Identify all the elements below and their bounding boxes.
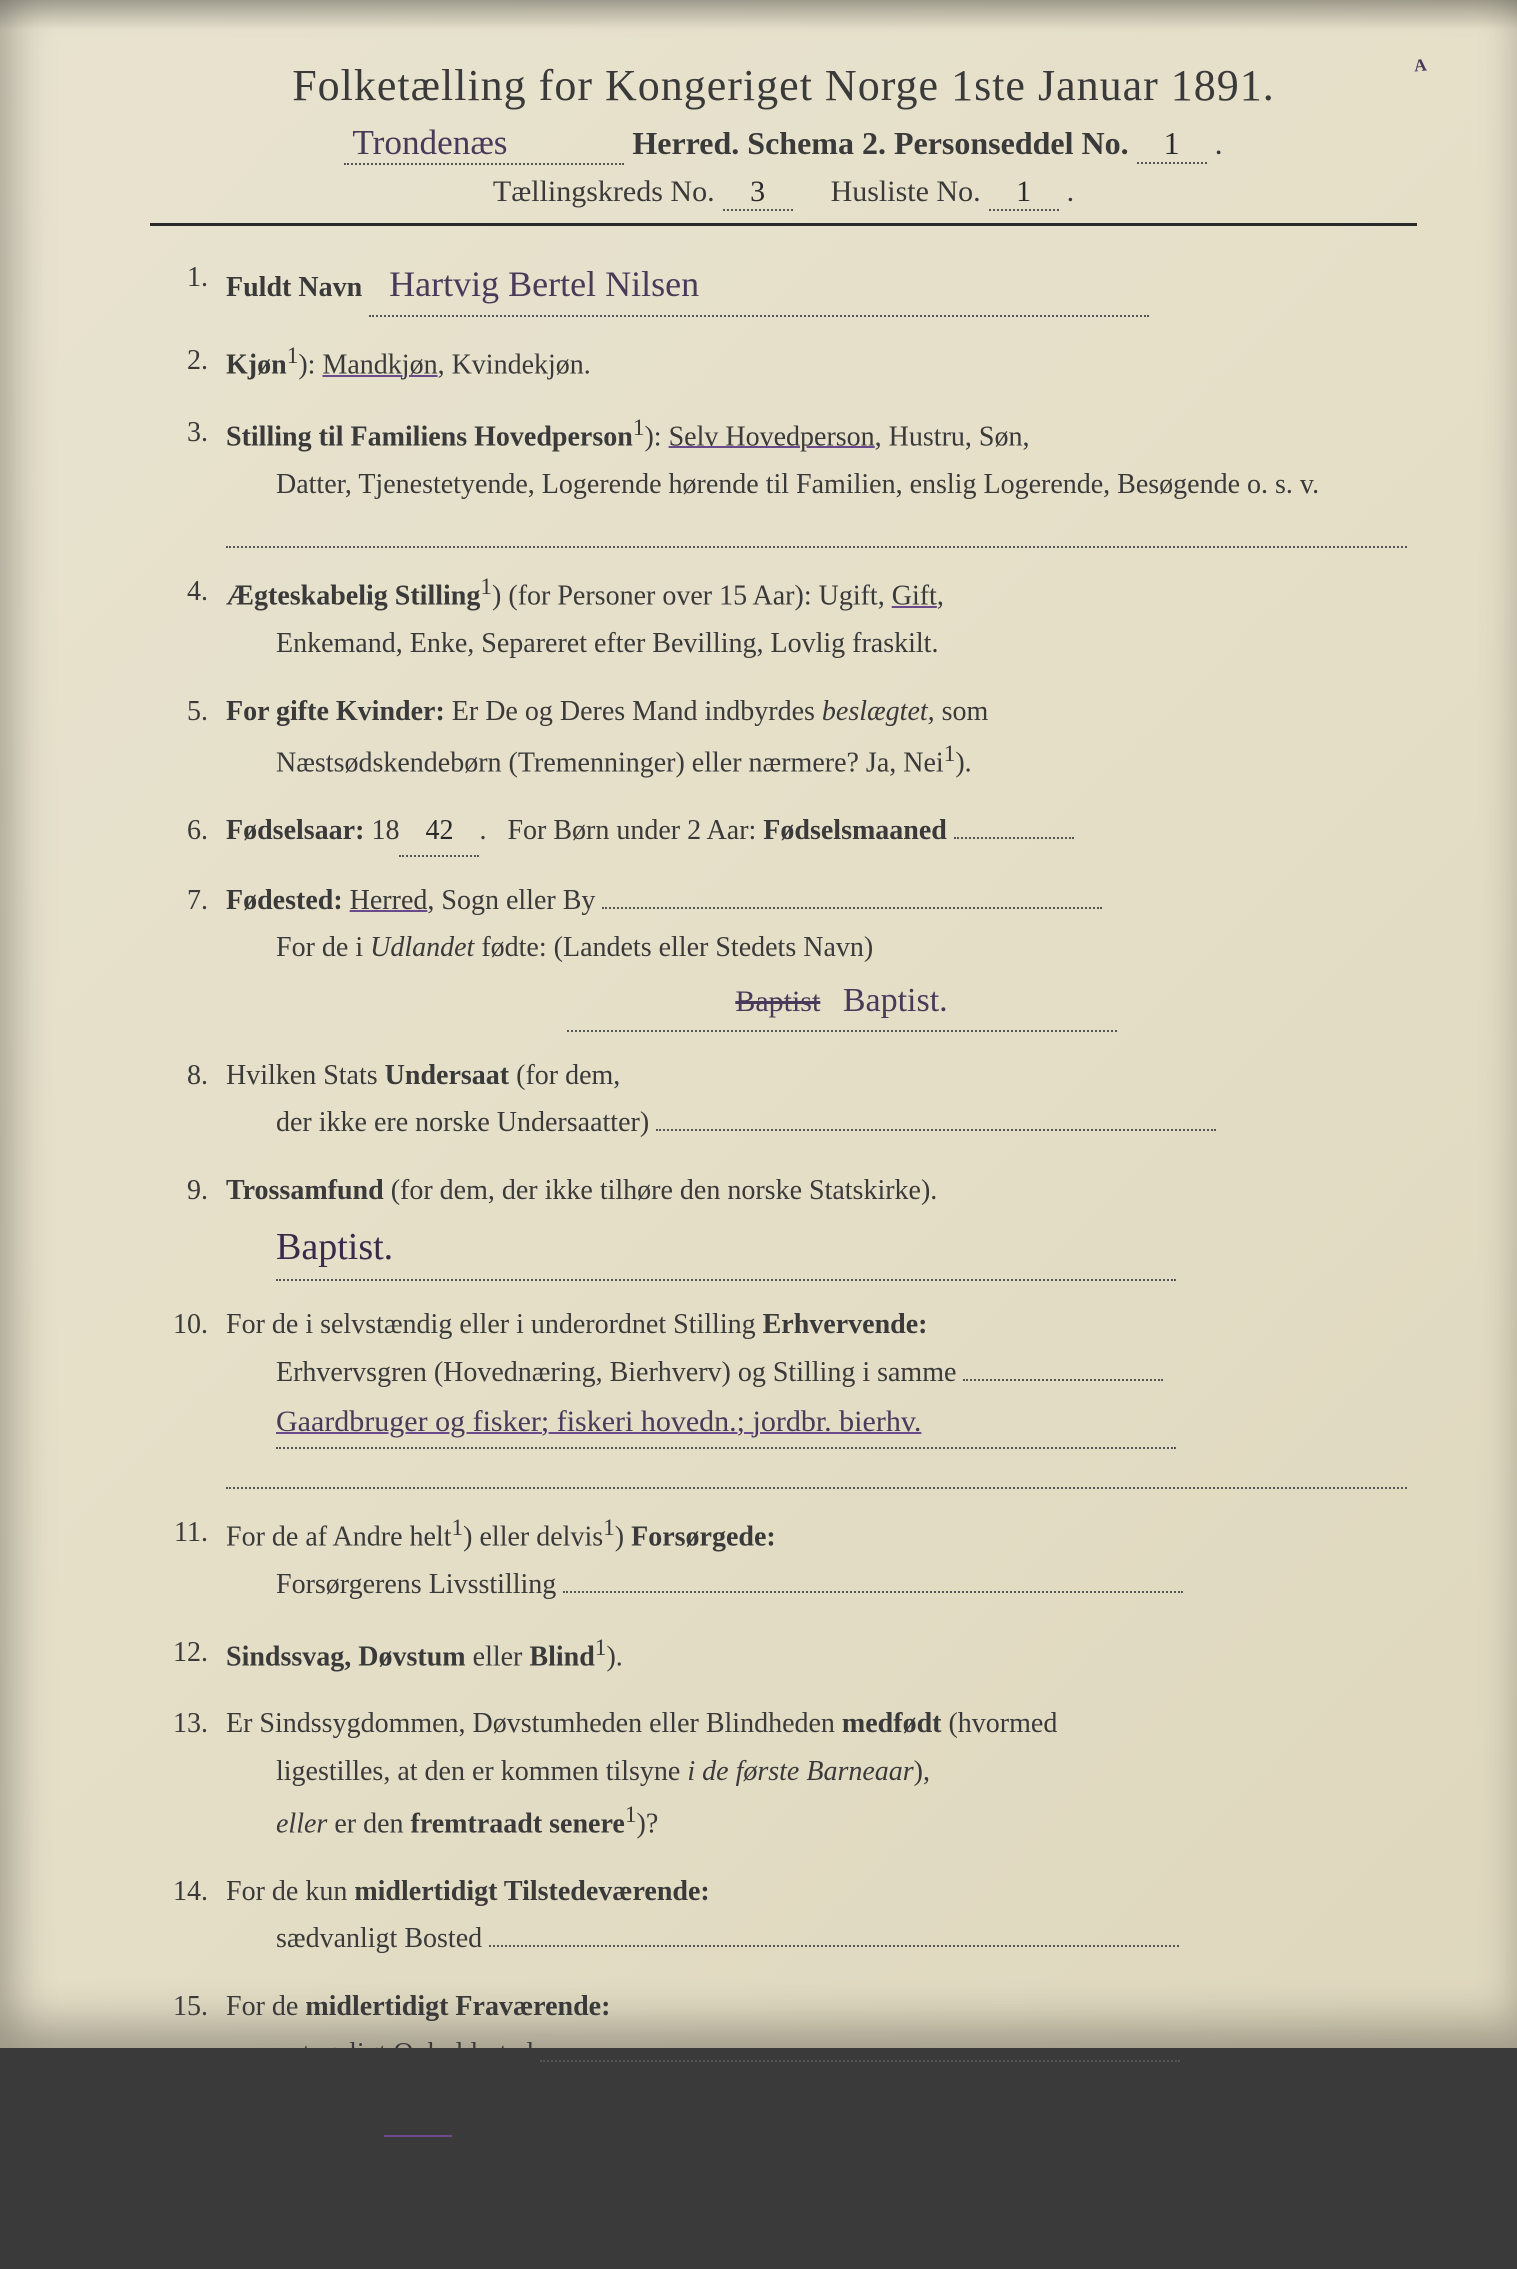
entry-number: 17. — [170, 2170, 226, 2269]
entry-2: 2. Kjøn1): Mandkjøn, Kvindekjøn. — [170, 337, 1407, 389]
taellingskreds-label: Tællingskreds No. — [493, 175, 715, 209]
gifte-kvinder-label: For gifte Kvinder: — [226, 696, 445, 727]
entry-1: 1. Fuldt Navn Hartvig Bertel Nilsen — [170, 254, 1407, 317]
entry-15: 15. For de midlertidigt Fraværende: anta… — [170, 1983, 1407, 2078]
tilstedevaerende-label: midlertidigt Tilstedeværende: — [354, 1876, 709, 1907]
gift-selected: Gift — [892, 581, 937, 612]
erhverv-value: Gaardbruger og fisker; fiskeri hovedn.; … — [276, 1396, 1176, 1449]
entry-number: 7. — [170, 877, 226, 1032]
undersaat-label: Undersaat — [385, 1060, 509, 1091]
entry-number: 12. — [170, 1629, 226, 1681]
fodselsaar-label: Fødselsaar: — [226, 815, 364, 846]
trossamfund-label: Trossamfund — [226, 1175, 384, 1206]
taellingskreds-no: 3 — [723, 175, 793, 211]
entry-14: 14. For de kun midlertidigt Tilstedevære… — [170, 1868, 1407, 1963]
entry-number: 1. — [170, 254, 226, 317]
stilling-label: Stilling til Familiens Hovedperson — [226, 421, 633, 452]
header-divider — [150, 223, 1417, 226]
entry-4: 4. Ægteskabelig Stilling1) (for Personer… — [170, 568, 1407, 668]
trossamfund-value: Baptist. — [276, 1215, 1176, 1282]
herred-label: Herred. — [632, 125, 739, 162]
entry-number: 9. — [170, 1167, 226, 1281]
entry-number: 14. — [170, 1868, 226, 1963]
entry-number: 10. — [170, 1301, 226, 1489]
fremtraadt-label: fremtraadt senere — [411, 1808, 625, 1839]
fuldt-navn-value: Hartvig Bertel Nilsen — [369, 254, 1149, 317]
form-header: Folketælling for Kongeriget Norge 1ste J… — [150, 60, 1417, 211]
entry-number: 15. — [170, 1983, 226, 2078]
entry-number: 3. — [170, 409, 226, 548]
mandkjon: Mandkjøn — [322, 350, 437, 381]
fravaerende-label: midlertidigt Fraværende: — [305, 1991, 610, 2022]
entry-number: 8. — [170, 1052, 226, 1147]
entry-number: 5. — [170, 688, 226, 788]
entry-11: 11. For de af Andre helt1) eller delvis1… — [170, 1509, 1407, 1609]
baptist-entry: Baptist. — [843, 982, 948, 1019]
entry-number: 13. — [170, 1700, 226, 1847]
baptist-strike: Baptist — [735, 985, 820, 1018]
kvindekjon: Kvindekjøn. — [452, 350, 591, 381]
medfodt-label: medfødt — [842, 1708, 942, 1739]
fuldt-navn-label: Fuldt Navn — [226, 272, 362, 303]
entry-13: 13. Er Sindssygdommen, Døvstumheden elle… — [170, 1700, 1407, 1847]
entry-3: 3. Stilling til Familiens Hovedperson1):… — [170, 409, 1407, 548]
entry-number: 11. — [170, 1509, 226, 1609]
blind-label: Blind — [529, 1641, 594, 1672]
fodestedageථ-label: Fødested: — [226, 885, 343, 916]
herred-selected: Herred — [350, 885, 428, 916]
fodselsaar-value: 42 — [399, 807, 479, 857]
entry-number: 6. — [170, 807, 226, 857]
sprog-label: Sprog, der tales i Vedkommendes Hjem — [226, 2178, 696, 2209]
entry-number: 2. — [170, 337, 226, 389]
sindssvag-label: Sindssvag, Døvstum — [226, 1641, 466, 1672]
forsorgede-label: Forsørgede: — [631, 1521, 776, 1552]
kjon-label: Kjøn — [226, 350, 287, 381]
entry-number: 16. — [170, 2098, 226, 2150]
entry-8: 8. Hvilken Stats Undersaat (for dem, der… — [170, 1052, 1407, 1147]
husliste-no: 1 — [989, 175, 1059, 211]
entry-number: 4. — [170, 568, 226, 668]
personseddel-no: 1 — [1137, 125, 1207, 164]
husliste-label: Husliste No. — [831, 175, 981, 209]
herred-value: Trondenæs — [344, 123, 624, 165]
entry-9: 9. Trossamfund (for dem, der ikke tilhør… — [170, 1167, 1407, 1281]
erhvervende-label: Erhvervende: — [763, 1309, 928, 1340]
header-line-3: Tællingskreds No. 3 Husliste No. 1 . — [150, 175, 1417, 211]
header-line-2: Trondenæs Herred. Schema 2. Personseddel… — [150, 123, 1417, 165]
entry-5: 5. For gifte Kvinder: Er De og Deres Man… — [170, 688, 1407, 788]
corner-initial: A — [1413, 54, 1428, 76]
entry-6: 6. Fødselsaar: 1842. For Børn under 2 Aa… — [170, 807, 1407, 857]
schema-label: Schema 2. — [747, 125, 886, 162]
nationalitet-label: Nationalitet: — [226, 2110, 377, 2141]
entry-7: 7. Fødested: Herred, Sogn eller By For d… — [170, 877, 1407, 1032]
entries-list: 1. Fuldt Navn Hartvig Bertel Nilsen 2. K… — [150, 254, 1417, 2269]
norsk-selected: Norsk — [384, 2110, 452, 2141]
entry-3-cont: Datter, Tjenestetyende, Logerende hørend… — [226, 461, 1407, 509]
fodselsmaaned-label: Fødselsmaaned — [763, 815, 947, 846]
personseddel-label: Personseddel No. — [894, 125, 1129, 162]
aegteskab-label: Ægteskabelig Stilling — [226, 581, 480, 612]
census-form-page: A Folketælling for Kongeriget Norge 1ste… — [0, 0, 1517, 2048]
selv-hovedperson: Selv Hovedperson — [669, 421, 875, 452]
entry-10: 10. For de i selvstændig eller i underor… — [170, 1301, 1407, 1489]
entry-17: 17. Sprog, der tales i Vedkommendes Hjem… — [170, 2170, 1407, 2269]
entry-12: 12. Sindssvag, Døvstum eller Blind1). — [170, 1629, 1407, 1681]
entry-16: 16. Nationalitet: Norsk, Lappisk, Finsk … — [170, 2098, 1407, 2150]
form-title: Folketælling for Kongeriget Norge 1ste J… — [150, 60, 1417, 111]
